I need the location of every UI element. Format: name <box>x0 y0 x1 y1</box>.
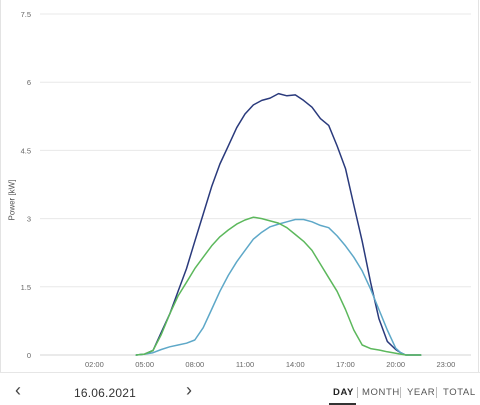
y-tick-label: 3 <box>27 215 31 224</box>
y-tick-label: 4.5 <box>21 146 31 155</box>
x-tick-label: 20:00 <box>386 360 405 369</box>
x-tick-label: 08:00 <box>185 360 204 369</box>
y-tick-label: 6 <box>27 78 31 87</box>
tab-separator <box>357 387 358 398</box>
series-line-3 <box>135 216 422 356</box>
tab-year[interactable]: YEAR <box>407 387 436 398</box>
tab-separator <box>436 387 437 398</box>
chart-frame-right <box>478 0 479 372</box>
y-tick-label: 7.5 <box>21 10 31 19</box>
x-tick-label: 17:00 <box>336 360 355 369</box>
y-axis-label-container: Power [kW] <box>2 140 22 260</box>
power-chart: 7.5 6 4.5 3 1.5 0 02:00 05:00 08:00 11:00 14:00 17:… <box>21 10 471 369</box>
chart-frame-left <box>0 0 1 372</box>
y-tick-label: 0 <box>27 351 31 360</box>
tab-month[interactable]: MONTH <box>362 387 400 398</box>
x-tick-label: 05:00 <box>135 360 154 369</box>
x-tick-label: 23:00 <box>437 360 456 369</box>
x-tick-label: 14:00 <box>286 360 305 369</box>
x-tick-label: 11:00 <box>236 360 254 369</box>
series-line-2 <box>135 218 422 356</box>
next-day-arrow-icon[interactable]: › <box>186 380 192 400</box>
selected-date[interactable]: 16.06.2021 <box>73 386 137 400</box>
y-tick-label: 1.5 <box>21 283 31 292</box>
y-axis-label: Power [kW] <box>7 179 17 221</box>
date-navigation-bar: ‹ 16.06.2021 › DAY MONTH YEAR TOTAL <box>0 372 480 405</box>
previous-day-arrow-icon[interactable]: ‹ <box>15 380 21 400</box>
x-tick-label: 02:00 <box>85 360 104 369</box>
tab-day[interactable]: DAY <box>333 387 354 398</box>
tab-separator <box>400 387 401 398</box>
tab-total[interactable]: TOTAL <box>443 387 476 398</box>
